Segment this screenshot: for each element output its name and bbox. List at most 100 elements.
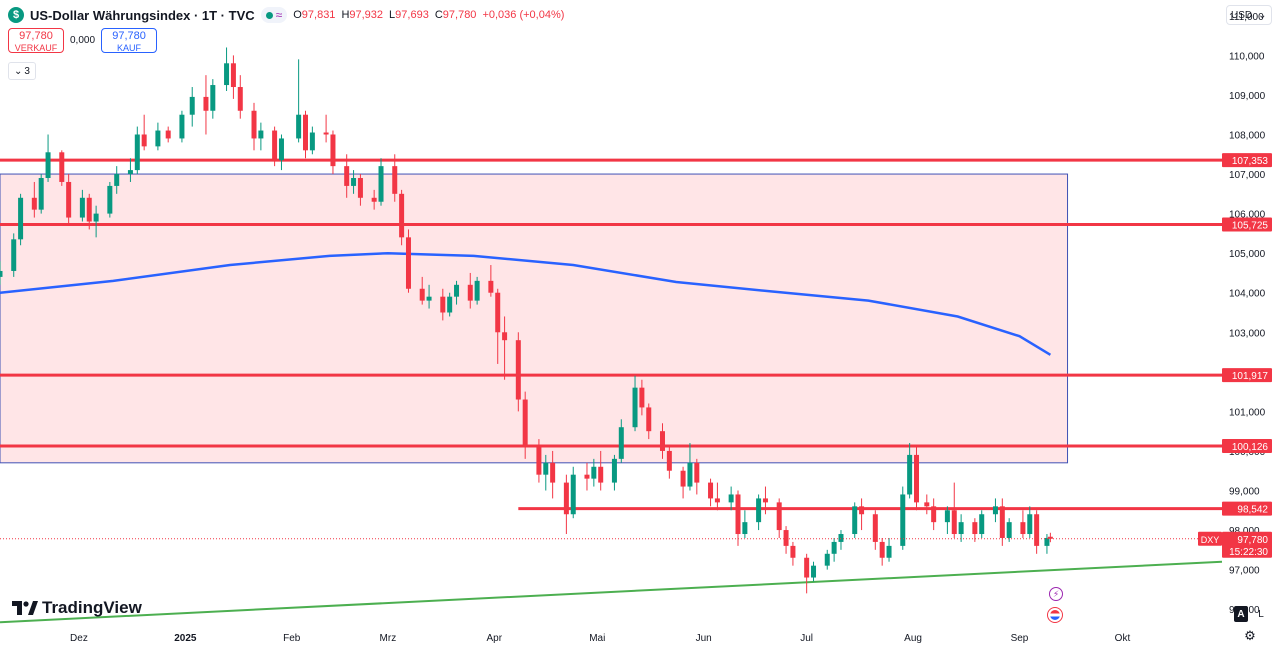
zone-rectangle — [0, 173, 1069, 464]
candle-body — [859, 506, 865, 515]
candle-body — [447, 296, 453, 313]
candle-body — [179, 114, 185, 139]
candle-body — [303, 114, 308, 151]
candle-body — [127, 170, 133, 175]
candle-body — [189, 96, 195, 115]
candle-body — [680, 470, 686, 487]
candle-body — [907, 454, 913, 495]
candle-body — [522, 399, 528, 447]
tradingview-logo-icon — [12, 601, 38, 615]
us-flag-icon[interactable] — [1047, 607, 1063, 623]
buy-button[interactable]: 97,780 KAUF — [101, 28, 158, 53]
y-tick-label: 97,000 — [1229, 566, 1260, 577]
candle-body — [879, 541, 885, 558]
sell-button[interactable]: 97,780 VERKAUF — [8, 28, 64, 53]
candle-body — [0, 270, 3, 277]
candle-body — [598, 466, 604, 483]
candle-body — [31, 197, 37, 210]
candle-body — [134, 134, 140, 171]
tradingview-logo[interactable]: TradingView — [12, 598, 142, 618]
candle-body — [632, 387, 638, 428]
x-tick-label: Okt — [1115, 633, 1131, 644]
candle-body — [11, 239, 17, 271]
candle-body — [371, 197, 377, 202]
candle-body — [811, 565, 817, 578]
candle-body — [79, 197, 85, 218]
candle-body — [694, 462, 700, 483]
level-label-bg — [1222, 438, 1272, 453]
candle-body — [666, 450, 672, 471]
candle-body — [838, 534, 844, 542]
candle-body — [611, 458, 617, 483]
x-tick-label: Aug — [904, 633, 922, 644]
symbol-title[interactable]: US-Dollar Währungsindex · 1T · TVC — [30, 7, 255, 23]
countdown-label: 15:22:30 — [1229, 547, 1268, 558]
ohlc-change: +0,036 (+0,04%) — [482, 9, 565, 21]
auto-scale-button[interactable]: A — [1234, 606, 1248, 622]
x-tick-label: Dez — [70, 633, 88, 644]
y-tick-label: 101,000 — [1229, 407, 1266, 418]
candle-body — [1027, 514, 1033, 535]
candle-body — [357, 178, 363, 198]
candle-body — [570, 474, 576, 515]
indicators-toggle-button[interactable]: ⌄ 3 — [8, 62, 36, 80]
candle-body — [495, 292, 501, 333]
ohlc-open: O97,831 — [293, 9, 336, 21]
candle-body — [852, 506, 858, 535]
candle-body — [563, 482, 569, 515]
candle-body — [309, 132, 315, 151]
candle-body — [45, 152, 51, 179]
level-label-bg — [1222, 217, 1272, 232]
y-tick-label: 99,000 — [1229, 487, 1260, 498]
x-tick-label: Apr — [487, 633, 503, 644]
y-tick-label: 106,000 — [1229, 210, 1266, 221]
ohlc-low: L97,693 — [389, 9, 429, 21]
indicator-count: 3 — [24, 65, 30, 77]
symbol-tag: DXY — [1201, 535, 1220, 545]
candle-body — [550, 462, 556, 483]
candle-body — [230, 63, 236, 88]
candle-body — [405, 237, 411, 289]
candle-body — [776, 502, 782, 531]
candle-body — [924, 502, 930, 507]
candle-body — [107, 185, 113, 214]
gear-icon[interactable]: ⚙ — [1244, 628, 1256, 643]
market-wave-icon: ≈ — [275, 8, 283, 22]
candle-body — [536, 446, 542, 475]
candle-body — [543, 462, 549, 475]
candle-body — [488, 280, 494, 293]
log-scale-button[interactable]: L — [1258, 608, 1264, 620]
candle-body — [591, 466, 597, 479]
candle-body — [992, 506, 998, 515]
level-label: 100,126 — [1232, 442, 1269, 453]
candle-body — [958, 522, 964, 535]
candle-body — [38, 178, 44, 210]
candle-body — [831, 541, 837, 554]
candle-body — [344, 166, 350, 186]
ohlc-high: H97,932 — [341, 9, 384, 21]
candle-body — [972, 522, 978, 535]
spread-value: 0,000 — [70, 35, 96, 46]
y-tick-label: 103,000 — [1229, 328, 1266, 339]
candle-body — [351, 178, 357, 186]
candle-body — [467, 284, 473, 301]
candle-body — [272, 130, 278, 161]
level-label: 98,542 — [1237, 505, 1268, 516]
candle-body — [618, 427, 624, 459]
currency-label: USD — [1231, 9, 1253, 21]
candle-body — [728, 494, 734, 503]
candle-body — [419, 288, 425, 301]
candle-body — [687, 462, 693, 487]
y-tick-label: 108,000 — [1229, 130, 1266, 141]
x-tick-label: Mrz — [380, 633, 397, 644]
candle-body — [872, 514, 878, 542]
tradingview-wordmark: TradingView — [42, 598, 142, 617]
lightning-icon[interactable]: ⚡ — [1049, 587, 1063, 601]
market-status[interactable]: ≈ — [260, 7, 288, 23]
currency-button[interactable]: USD ⌄ — [1226, 5, 1272, 25]
candle-body — [474, 280, 480, 301]
candle-body — [762, 498, 768, 503]
candle-body — [999, 506, 1005, 538]
candle-body — [1047, 536, 1053, 539]
